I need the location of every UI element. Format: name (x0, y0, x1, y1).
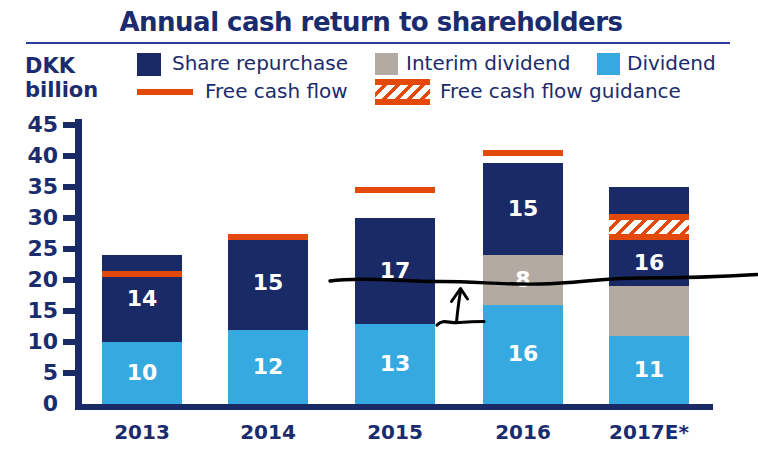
bar-segment-interim-dividend (609, 286, 689, 336)
y-tick-label: 15 (16, 298, 58, 324)
blue-square-swatch (597, 53, 620, 75)
y-tick-label: 0 (16, 391, 58, 417)
bar-value-label: 13 (355, 351, 435, 377)
y-tick-mark (63, 122, 75, 128)
orange-line-swatch (137, 89, 193, 95)
bar-value-label: 15 (483, 196, 563, 222)
free-cash-flow-marker (102, 271, 182, 277)
y-tick-mark (63, 184, 75, 190)
bar-value-label: 16 (609, 250, 689, 276)
legend-label: Free cash flow guidance (440, 79, 681, 103)
bar-value-label: 16 (483, 341, 563, 367)
y-tick-label: 45 (16, 112, 58, 138)
y-tick-label: 25 (16, 236, 58, 262)
y-tick-label: 35 (16, 174, 58, 200)
y-tick-mark (63, 370, 75, 376)
legend-item-blue-square: Dividend (597, 51, 716, 75)
y-tick-mark (63, 308, 75, 314)
legend-label: Dividend (627, 51, 716, 75)
y-tick-label: 40 (16, 143, 58, 169)
y-tick-label: 10 (16, 329, 58, 355)
free-cash-flow-marker (355, 187, 435, 193)
bar-value-label: 12 (228, 354, 308, 380)
legend-label: Share repurchase (172, 51, 348, 75)
legend-item-navy-square: Share repurchase (137, 51, 348, 76)
legend-item-gray-square: Interim dividend (375, 51, 570, 75)
y-axis-line (75, 119, 82, 410)
y-tick-mark (63, 153, 75, 159)
gray-square-swatch (375, 53, 398, 75)
y-tick-mark (63, 339, 75, 345)
legend-item-orange-hatch: Free cash flow guidance (375, 79, 681, 105)
y-tick-label: 30 (16, 205, 58, 231)
bar-value-label: 15 (228, 270, 308, 296)
y-tick-mark (63, 215, 75, 221)
legend-label: Interim dividend (406, 51, 570, 75)
navy-square-swatch (137, 53, 161, 76)
hand-drawn-arrow-shaft (457, 291, 461, 322)
y-tick-label: 20 (16, 267, 58, 293)
hand-drawn-base-stroke (437, 322, 484, 326)
x-axis-label: 2014 (205, 420, 331, 444)
x-axis-label: 2016 (460, 420, 586, 444)
bar-value-label: 17 (355, 258, 435, 284)
bar-value-label: 10 (102, 360, 182, 386)
chart-title: Annual cash return to shareholders (0, 7, 742, 37)
y-tick-mark (63, 246, 75, 252)
bar-value-label: 8 (483, 267, 563, 293)
y-tick-mark (63, 277, 75, 283)
legend-label: Free cash flow (205, 79, 348, 103)
title-underline (26, 42, 730, 44)
bar-value-label: 14 (102, 286, 182, 312)
y-axis-unit-label: DKK billion (25, 54, 105, 102)
bar-value-label: 11 (609, 357, 689, 383)
free-cash-flow-guidance-band (609, 214, 689, 240)
hand-drawn-arrow-head (452, 289, 468, 302)
annual-cash-return-chart: Annual cash return to shareholders DKK b… (0, 0, 758, 457)
x-axis-label: 2015 (332, 420, 458, 444)
x-axis-label: 2017E* (586, 420, 712, 444)
x-axis-label: 2013 (79, 420, 205, 444)
free-cash-flow-marker (483, 150, 563, 156)
legend-item-orange-line: Free cash flow (137, 79, 348, 103)
y-tick-label: 5 (16, 360, 58, 386)
free-cash-flow-marker (228, 234, 308, 240)
x-axis-line (75, 404, 713, 410)
orange-hatch-swatch (375, 79, 430, 105)
